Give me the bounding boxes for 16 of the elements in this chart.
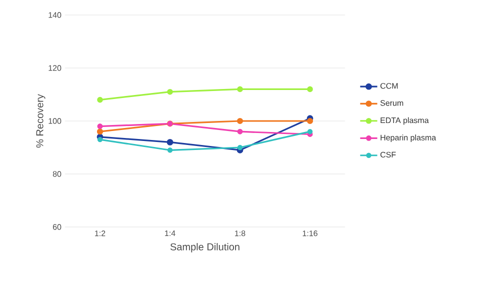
x-axis-title: Sample Dilution — [170, 243, 240, 252]
legend-label: Serum — [380, 100, 404, 106]
y-tick-label: 60 — [52, 224, 62, 230]
legend-label: Heparin plasma — [380, 134, 436, 142]
y-axis-title: % Recovery — [36, 94, 46, 148]
y-tick-label: 100 — [48, 118, 62, 124]
y-tick-label: 140 — [48, 12, 62, 18]
legend-label: CSF — [380, 152, 396, 158]
legend-label: EDTA plasma — [380, 117, 429, 125]
y-tick-label: 120 — [48, 65, 62, 71]
x-tick-label: 1:2 — [95, 230, 106, 236]
x-tick-label: 1:4 — [165, 230, 176, 236]
legend-label: CCM — [380, 83, 398, 89]
y-tick-label: 80 — [52, 171, 62, 177]
x-tick-label: 1:16 — [302, 230, 318, 236]
x-tick-label: 1:8 — [235, 230, 246, 236]
